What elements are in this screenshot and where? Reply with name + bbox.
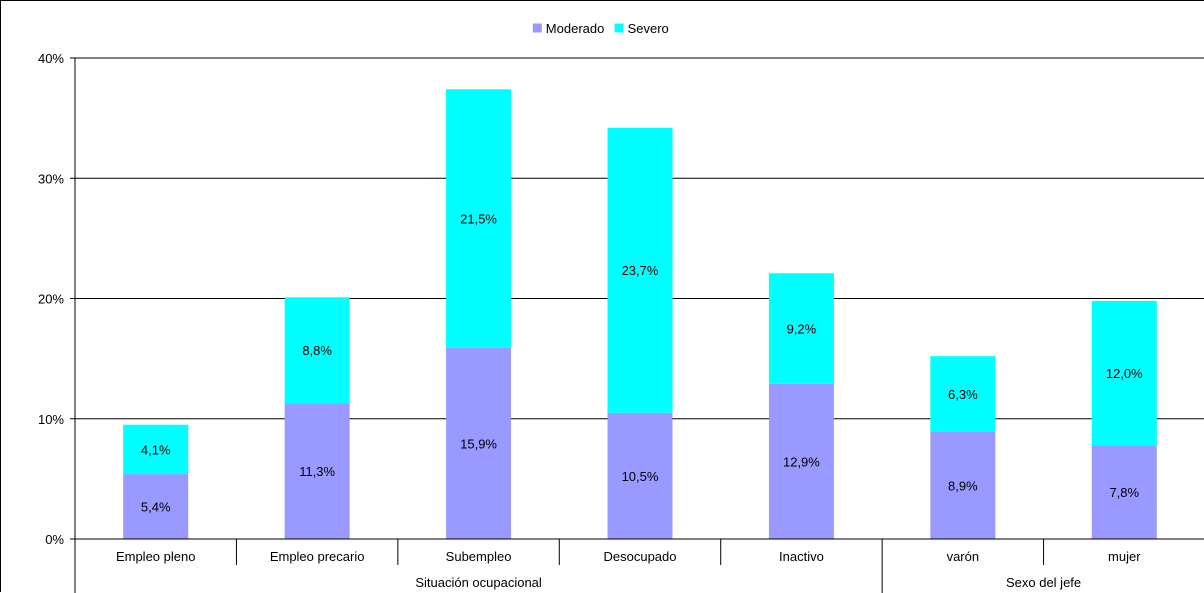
legend-swatch-severo	[614, 23, 624, 33]
x-category-label: Desocupado	[604, 549, 677, 564]
bar-severo	[284, 297, 350, 404]
bar-moderado	[1091, 445, 1157, 539]
y-tick-label: 0%	[45, 532, 64, 547]
x-group-label: Situación ocupacional	[415, 575, 542, 590]
data-label: 7,8%	[1109, 485, 1139, 500]
data-label: 8,8%	[302, 343, 332, 358]
data-label: 6,3%	[948, 387, 978, 402]
data-label: 8,9%	[948, 478, 978, 493]
data-label: 10,5%	[622, 469, 659, 484]
axes: 0% 10% 20% 30% 40% Empleo pleno Empleo precari…	[38, 51, 1204, 593]
legend: Moderado Severo	[532, 21, 669, 36]
bar-moderado	[446, 347, 512, 539]
bar-severo	[123, 424, 189, 475]
x-category-label: Subempleo	[446, 549, 512, 564]
bar-severo	[607, 127, 673, 413]
data-label: 4,1%	[141, 442, 171, 457]
legend-label: Moderado	[546, 21, 605, 36]
y-tick-label: 20%	[38, 292, 64, 307]
data-label: 9,2%	[787, 322, 817, 337]
data-label: 15,9%	[460, 436, 497, 451]
y-tick-label: 10%	[38, 412, 64, 427]
legend-swatch-moderado	[532, 23, 542, 33]
data-label: 23,7%	[622, 263, 659, 278]
bar-severo	[768, 273, 834, 384]
bar-moderado	[930, 431, 996, 539]
x-category-label: Empleo precario	[270, 549, 365, 564]
bar-severo	[930, 356, 996, 432]
bars: 5,4% 4,1% 11,3% 8,8% 15,9% 21,5% 10,5% 23,7% 12,…	[123, 89, 1157, 539]
y-tick-label: 40%	[38, 51, 64, 66]
y-tick-label: 30%	[38, 171, 64, 186]
legend-label: Severo	[628, 21, 669, 36]
data-label: 12,9%	[783, 454, 820, 469]
x-group-label: Sexo del jefe	[1006, 575, 1081, 590]
x-category-label: Inactivo	[779, 549, 824, 564]
bar-severo	[1091, 300, 1157, 446]
data-label: 12,0%	[1106, 366, 1143, 381]
bar-moderado	[607, 412, 673, 539]
data-label: 5,4%	[141, 500, 171, 515]
x-category-label: mujer	[1108, 549, 1141, 564]
bar-severo	[446, 89, 512, 348]
x-category-label: varón	[947, 549, 980, 564]
x-category-label: Empleo pleno	[116, 549, 196, 564]
data-label: 21,5%	[460, 212, 497, 227]
bar-moderado	[768, 383, 834, 539]
bar-moderado	[284, 403, 350, 539]
bar-moderado	[123, 474, 189, 539]
data-label: 11,3%	[299, 464, 335, 479]
